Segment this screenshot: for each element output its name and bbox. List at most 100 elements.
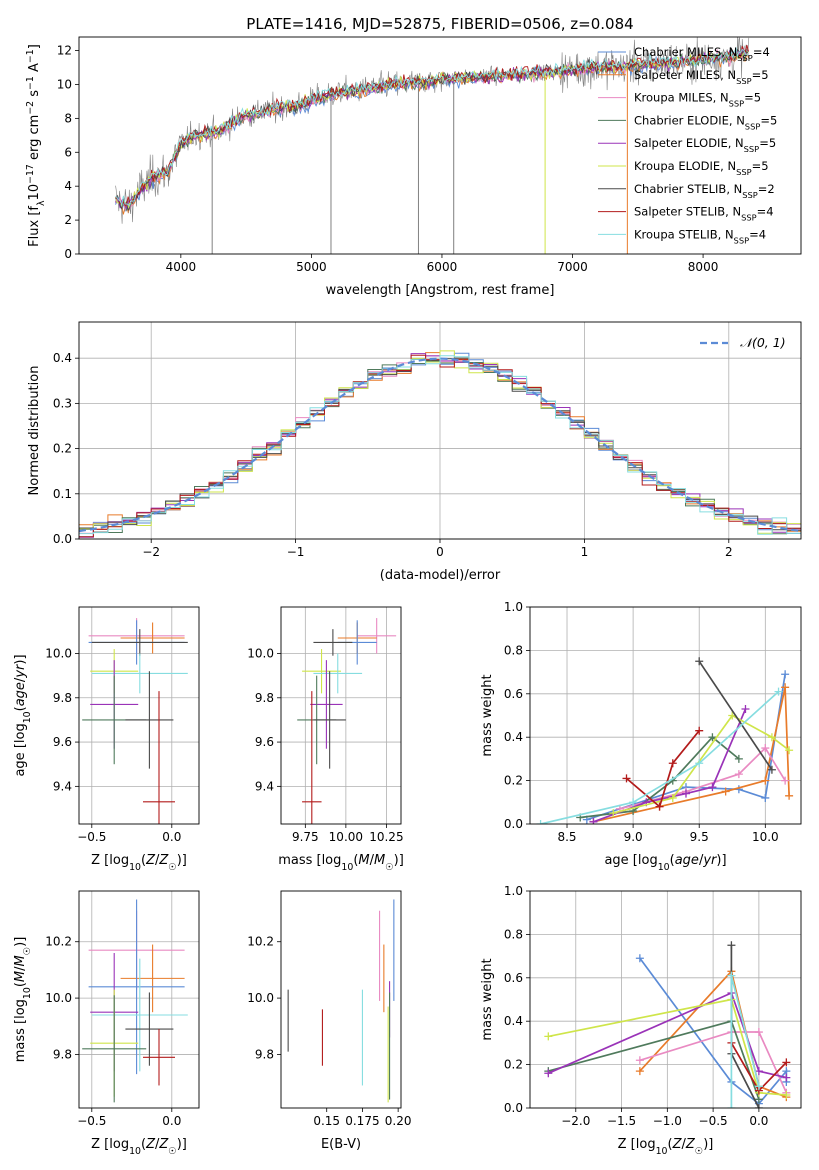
panel-mass-vs-ebv: 0.15 0.175 0.20 9.8 10.0 10.2 E(B-V) (247, 890, 412, 1152)
plus-marker (695, 726, 704, 735)
plus-marker (721, 787, 730, 796)
y-tick-label: 12 (57, 44, 72, 58)
plot-frame (78, 321, 802, 540)
error-point (310, 660, 343, 749)
legend: Chabrier MILES, NSSP=4 Salpeter MILES, NS… (598, 45, 777, 245)
plus-marker (785, 791, 794, 800)
error-point (143, 691, 175, 824)
y-tick-label: 1.0 (504, 884, 523, 898)
grid-lines (530, 606, 801, 825)
ticks: −0.5 0.0 9.8 10.0 10.2 (45, 935, 181, 1128)
y-tick-label: 9.8 (255, 691, 274, 705)
y-tick-label: 0.6 (504, 687, 523, 701)
y-tick-label: 9.8 (255, 1047, 274, 1061)
error-point (313, 653, 363, 694)
plus-marker (761, 776, 770, 785)
x-axis-label: wavelength [Angstrom, rest frame] (326, 283, 555, 298)
y-tick-label: 0.4 (53, 351, 72, 365)
error-point (313, 629, 353, 656)
error-point (82, 995, 147, 1103)
plus-marker (761, 744, 770, 753)
x-tick-label: 10.25 (369, 830, 403, 844)
error-point (125, 671, 174, 769)
histogram-series (79, 355, 801, 535)
spectrum-model-line (115, 46, 749, 207)
plot-frame (78, 890, 200, 1109)
y-tick-label: 9.8 (53, 691, 72, 705)
plus-marker (767, 765, 776, 774)
weight-line-series (609, 711, 794, 818)
plus-marker (635, 954, 644, 963)
legend: 𝒩(0, 1) (700, 335, 786, 350)
y-tick-label: 0.3 (53, 396, 72, 410)
y-tick-label: 0.4 (504, 1014, 523, 1028)
plus-marker (734, 770, 743, 779)
y-tick-label: 4 (64, 179, 72, 193)
x-tick-label: 10.00 (329, 830, 363, 844)
x-tick-label: 0.175 (345, 1114, 379, 1128)
weight-line-series (622, 726, 704, 811)
x-axis-label: Z [log10(Z/Z☉)] (91, 853, 187, 873)
plus-marker (727, 941, 736, 950)
plus-marker (536, 820, 545, 824)
ticks: 8.5 9.0 9.5 10.0 0.0 0.2 0.4 0.6 0.8 1.0 (504, 600, 779, 844)
y-tick-label: 10.0 (247, 647, 274, 661)
weight-line (625, 730, 700, 809)
weight-line (540, 690, 780, 824)
x-tick-label: −2 (142, 545, 160, 559)
legend-label: Chabrier ELODIE, NSSP=5 (634, 113, 777, 131)
error-point (313, 671, 346, 769)
plus-marker (782, 1073, 791, 1082)
error-point (143, 1029, 175, 1086)
plus-marker (727, 1104, 736, 1108)
weight-line (548, 998, 787, 1096)
grid-lines (530, 890, 801, 1109)
y-tick-label: 10.2 (247, 935, 274, 949)
x-axis-label: E(B-V) (321, 1137, 361, 1152)
legend-label: Salpeter STELIB, NSSP=4 (634, 205, 774, 223)
x-tick-label: 6000 (427, 260, 458, 274)
error-point (125, 992, 174, 1066)
plus-marker (629, 798, 638, 807)
x-tick-label: −0.5 (77, 1114, 106, 1128)
y-axis-label: Normed distribution (27, 366, 42, 496)
panel-mass-vs-z: −0.5 0.0 9.8 10.0 10.2 Z [log10(Z/Z☉)] mass [l… (13, 890, 200, 1157)
histogram-steps (79, 350, 801, 538)
plus-marker (727, 971, 736, 980)
error-point (357, 618, 397, 654)
x-tick-label: 0.15 (313, 1114, 340, 1128)
y-tick-label: 0.6 (504, 971, 523, 985)
x-tick-label: 4000 (166, 260, 197, 274)
plus-marker (782, 1090, 791, 1099)
legend-label: Kroupa STELIB, NSSP=4 (634, 227, 766, 245)
y-tick-label: 10 (57, 77, 72, 91)
plot-frame (280, 890, 402, 1109)
x-tick-label: 9.75 (292, 830, 319, 844)
plus-marker (544, 1032, 553, 1041)
plus-marker (695, 657, 704, 666)
weight-line-series (727, 971, 763, 1108)
y-tick-label: 0.2 (504, 774, 523, 788)
y-tick-label: 9.6 (53, 735, 72, 749)
panel-age-vs-mass: 9.75 10.00 10.25 9.4 9.6 9.8 10.0 mass [log10(M… (247, 606, 404, 873)
series-models (115, 44, 749, 254)
plus-marker (609, 809, 618, 818)
plus-marker (754, 1082, 763, 1091)
panel-residual-histogram: −2 −1 0 1 2 0.0 0.1 0.2 0.3 0.4 𝒩(0, 1) (data-model… (27, 321, 802, 583)
plus-marker (681, 789, 690, 798)
x-tick-label: −1 (287, 545, 305, 559)
y-axis-label: age [log10(age/yr)] (13, 654, 33, 776)
plus-marker (655, 802, 664, 811)
grid-lines (79, 891, 199, 1108)
error-bars (297, 618, 397, 824)
plot-frame (280, 606, 402, 825)
x-tick-label: 7000 (557, 260, 588, 274)
x-tick-label: 0.0 (162, 1114, 181, 1128)
y-tick-label: 0.0 (504, 817, 523, 831)
legend-label: Chabrier MILES, NSSP=4 (634, 45, 770, 63)
legend-label: Salpeter ELODIE, NSSP=5 (634, 136, 776, 154)
y-tick-label: 0 (64, 247, 72, 261)
plus-marker (767, 733, 776, 742)
